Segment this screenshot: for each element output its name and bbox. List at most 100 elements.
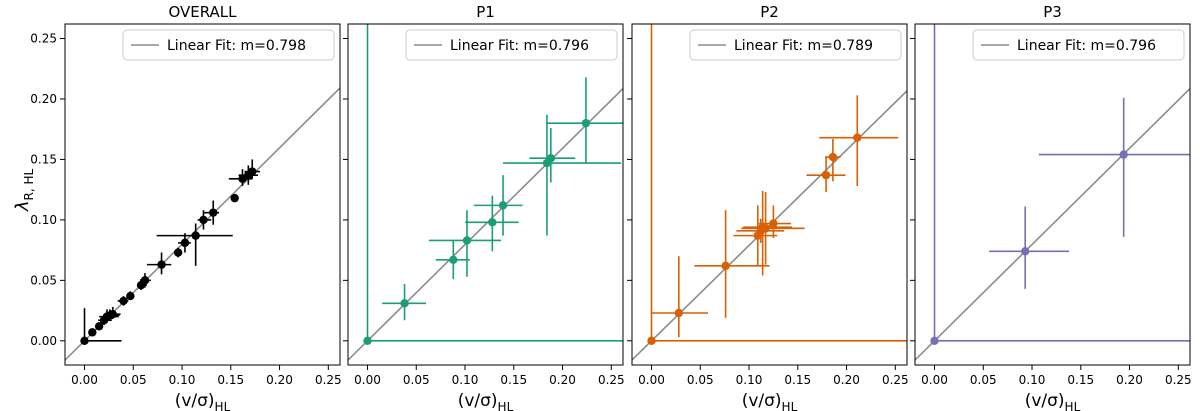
data-point [821,170,831,180]
data-point [853,133,862,142]
y-tick-label: 0.10 [30,213,57,227]
x-tick-label: 0.00 [638,373,665,387]
y-axis-label-main: λ [12,201,33,213]
legend: Linear Fit: m=0.789 [689,29,902,61]
x-tick-label: 0.10 [736,373,763,387]
data-point [449,255,458,264]
data-point [462,236,472,245]
x-tick-label: 0.20 [833,373,860,387]
x-tick-label: 0.15 [1067,373,1094,387]
panel-title: P1 [476,3,495,21]
data-point [191,231,200,240]
data-point [761,224,770,233]
data-point [1119,150,1128,159]
x-tick-label: 0.00 [71,373,98,387]
data-point [230,193,239,203]
x-tick-label: 0.05 [970,373,997,387]
fit-line [632,90,907,361]
data-point [488,218,497,227]
y-tick-label: 0.05 [30,273,57,287]
x-axis-label-main: (v/σ) [458,391,498,411]
legend: Linear Fit: m=0.798 [122,29,335,61]
data-point [126,291,135,301]
legend-box [972,29,1185,61]
x-tick-label: 0.20 [549,373,576,387]
x-tick-label: 0.20 [266,373,293,387]
legend-box [689,29,902,61]
data-point [173,248,183,257]
y-tick-label: 0.00 [30,334,57,348]
panel-overall: OVERALL 0.00 0.05 0.10 0.15 0.20 0.25 0.00 0.05 0… [30,3,341,411]
legend: Linear Fit: m=0.796 [972,29,1185,61]
y-axis-label-sub: R, HL [22,169,36,201]
x-axis-label-main: (v/σ) [742,391,782,411]
x-tick-label: 0.10 [452,373,479,387]
panel-title: P3 [1043,3,1062,21]
x-axis-label-sub: HL [498,400,514,411]
x-tick-label: 0.05 [120,373,147,387]
x-axis-label-sub: HL [782,400,798,411]
panel-p1: P1 0.00 0.05 0.10 0.15 0.20 0.25 (v/σ)HL Linear … [343,3,625,411]
y-axis-label: λR, HL [12,169,36,213]
data-point [1020,247,1030,256]
x-tick-label: 0.25 [598,373,625,387]
legend-label: Linear Fit: m=0.796 [1017,38,1156,54]
panel-p3: P3 0.00 0.05 0.10 0.15 0.20 0.25 (v/σ)HL Linear … [910,3,1192,411]
data-point [209,208,218,217]
x-tick-label: 0.00 [921,373,948,387]
x-tick-label: 0.05 [403,373,430,387]
data-point [157,260,166,269]
x-tick-label: 0.25 [1165,373,1192,387]
plot-area [632,24,907,361]
data-point [546,154,556,163]
fit-line [348,88,623,361]
data-point [647,336,656,346]
panel-p2: P2 0.00 0.05 0.10 0.15 0.20 0.25 (v/σ)HL Linear … [627,3,909,411]
y-tick-label: 0.20 [30,92,57,106]
data-point [180,238,190,248]
y-tick-label: 0.15 [30,152,57,166]
x-axis-label-sub: HL [215,400,231,411]
x-axis-label: (v/σ)HL [175,391,231,411]
data-point [140,276,150,285]
panel-title: P2 [760,3,779,21]
x-axis-label-sub: HL [1065,400,1081,411]
data-point [199,215,208,225]
panel-frame [64,23,341,366]
x-tick-label: 0.15 [217,373,244,387]
panel-frame [914,23,1191,366]
panels-group: OVERALL 0.00 0.05 0.10 0.15 0.20 0.25 0.00 0.05 0… [30,3,1191,411]
x-tick-label: 0.25 [882,373,909,387]
x-tick-label: 0.15 [784,373,811,387]
data-point [400,299,409,308]
x-tick-label: 0.00 [354,373,381,387]
panel-frame [631,23,908,366]
data-point [80,336,89,346]
data-point [674,308,684,318]
legend-label: Linear Fit: m=0.798 [167,38,306,54]
data-point [94,322,104,331]
x-axis-label: (v/σ)HL [742,391,798,411]
data-point [581,118,591,128]
legend-label: Linear Fit: m=0.796 [450,38,589,54]
legend-label: Linear Fit: m=0.789 [734,38,873,54]
data-point [248,167,257,176]
x-tick-label: 0.10 [169,373,196,387]
x-tick-label: 0.05 [687,373,714,387]
x-axis-label: (v/σ)HL [458,391,514,411]
data-point [769,219,778,228]
panel-title: OVERALL [168,3,237,21]
fit-line [915,88,1190,361]
y-tick-label: 0.25 [30,32,57,46]
plot-area [915,24,1190,361]
data-point [498,201,508,210]
legend-box [122,29,335,61]
x-axis-label: (v/σ)HL [1025,391,1081,411]
data-point [828,152,838,162]
plot-area [348,24,623,361]
x-tick-label: 0.20 [1116,373,1143,387]
data-point [88,328,97,337]
x-axis-label-main: (v/σ) [1025,391,1065,411]
plot-area [65,87,340,361]
